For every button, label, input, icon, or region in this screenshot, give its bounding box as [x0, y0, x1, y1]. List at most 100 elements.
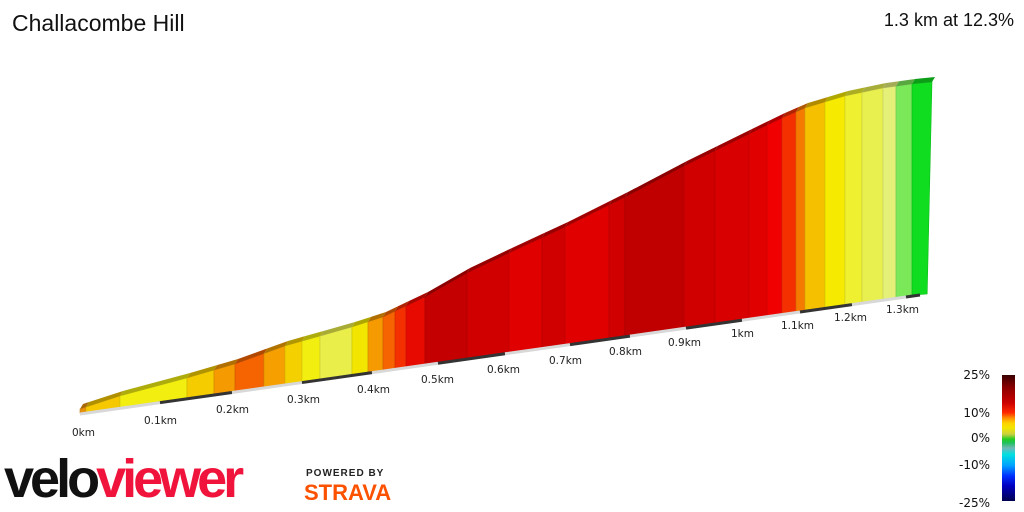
segment-top-face [80, 402, 89, 409]
segment-top-face [862, 83, 886, 93]
distance-axis-segment [79, 401, 161, 416]
climb-summary: 1.3 km at 12.3% [883, 10, 1014, 30]
logo-velo: velo [4, 449, 100, 509]
gradient-segment [382, 310, 396, 371]
segment-top-face [187, 365, 217, 378]
segment-top-face [425, 268, 470, 297]
segment-top-face [684, 145, 718, 166]
segment-top-face [767, 113, 785, 126]
distance-tick-label: 0.7km [549, 355, 582, 367]
strava-logo: STRAVA [304, 480, 392, 505]
segment-top-face [285, 336, 305, 346]
distance-axis [79, 293, 921, 416]
segment-top-face [715, 129, 752, 151]
distance-axis-segment [569, 334, 631, 347]
gradient-segment [895, 83, 913, 298]
distance-axis-segment [437, 352, 506, 365]
gradient-segment [405, 296, 426, 368]
gradient-segment [367, 316, 384, 373]
distance-tick-label: 1km [731, 328, 754, 340]
gradient-segment [804, 101, 826, 311]
gradient-color-scale [1002, 375, 1015, 501]
segment-top-face [883, 81, 899, 88]
segment-top-face [352, 316, 371, 327]
distance-axis-segment [851, 295, 907, 307]
distance-axis-segment [799, 303, 853, 314]
segment-top-face [320, 322, 355, 337]
gradient-segment [911, 81, 933, 296]
segment-top-face [565, 200, 612, 227]
gradient-segment [795, 107, 806, 312]
segment-top-face [749, 120, 770, 134]
distance-axis-segment [504, 343, 571, 356]
distance-axis-segment [685, 318, 743, 330]
gradient-segment [714, 133, 750, 324]
gradient-segment [284, 340, 303, 385]
legend-label-25: 25% [963, 368, 990, 382]
distance-tick-labels: 0km 0.1km 0.2km 0.3km 0.4km 0.5km 0.6km 0.7km 0.… [72, 304, 919, 439]
segment-top-face [406, 292, 428, 306]
segment-top-face [782, 106, 799, 118]
gradient-segments [79, 77, 935, 414]
gradient-segment [683, 150, 716, 328]
distance-tick-label: 1.2km [834, 312, 867, 324]
gradient-segment [844, 92, 863, 305]
legend-label-minus10: -10% [958, 458, 990, 472]
segment-top-face [86, 391, 123, 408]
gradient-segment [301, 335, 321, 382]
segment-top-face [912, 77, 935, 84]
segment-top-face [825, 91, 848, 102]
gradient-segment [319, 326, 353, 380]
distance-tick-label: 0km [72, 427, 95, 439]
gradient-segment [882, 85, 897, 300]
distance-axis-segment [741, 310, 801, 322]
segment-top-face [120, 373, 190, 396]
distance-tick-label: 1.3km [886, 304, 919, 316]
legend-label-10: 10% [963, 406, 990, 420]
distance-tick-label: 0.6km [487, 364, 520, 376]
segment-top-face [896, 79, 915, 87]
segment-top-face [302, 331, 323, 342]
gradient-segment [748, 124, 768, 319]
distance-tick-label: 0.1km [144, 415, 177, 427]
segment-top-face [805, 97, 828, 108]
distance-tick-label: 0.4km [357, 384, 390, 396]
legend-label-minus25: -25% [958, 496, 990, 510]
gradient-segment [508, 237, 543, 353]
gradient-segment [394, 305, 407, 369]
veloviewer-logo: veloviewer [4, 449, 244, 509]
distance-tick-label: 0.5km [421, 374, 454, 386]
segment-top-face [509, 232, 545, 253]
segment-top-face [542, 222, 568, 238]
gradient-segment [781, 111, 797, 314]
distance-tick-label: 0.8km [609, 346, 642, 358]
segment-top-face [383, 306, 398, 317]
distance-tick-label: 1.1km [781, 320, 814, 332]
segment-top-face [467, 248, 512, 273]
gradient-segment [424, 272, 468, 365]
powered-by-text: POWERED BY [306, 468, 385, 479]
segment-top-face [368, 312, 386, 322]
gradient-segment [766, 117, 783, 317]
segment-top-face [264, 341, 288, 354]
gradient-segment [824, 95, 846, 308]
segment-top-face [625, 161, 687, 197]
segment-top-face [395, 301, 409, 312]
distance-axis-segment [159, 390, 233, 405]
segment-top-face [214, 359, 238, 371]
segment-top-face [845, 87, 865, 96]
distance-tick-label: 0.9km [668, 337, 701, 349]
distance-axis-segment [629, 326, 687, 338]
legend-label-0: 0% [970, 431, 990, 445]
gradient-segment [861, 87, 884, 303]
gradient-segment [564, 204, 610, 345]
segment-top-face [796, 103, 808, 112]
segment-top-face [609, 192, 628, 205]
gradient-segment [541, 226, 566, 348]
segment-top-face [235, 348, 267, 364]
distance-tick-label: 0.2km [216, 404, 249, 416]
gradient-legend-labels: 25% 10% 0% -10% -25% [950, 368, 990, 512]
gradient-segment [608, 196, 626, 339]
climb-title: Challacombe Hill [12, 10, 185, 36]
